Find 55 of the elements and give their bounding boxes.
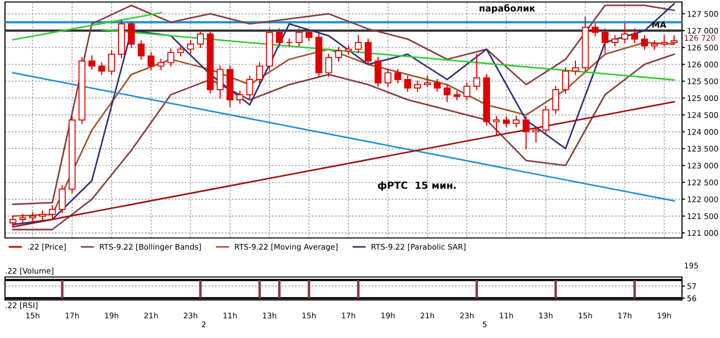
- candlestick: [177, 45, 184, 56]
- candlestick: [473, 54, 480, 90]
- candlestick: [660, 35, 668, 46]
- candlestick: [138, 40, 145, 60]
- annotation: параболик: [480, 4, 536, 14]
- candlestick: [48, 205, 56, 218]
- candlestick: [532, 126, 540, 142]
- candlestick: [148, 52, 155, 70]
- candlestick: [58, 185, 66, 214]
- candlestick: [463, 82, 470, 100]
- candlestick: [196, 30, 204, 48]
- candlestick: [611, 35, 618, 46]
- candlestick: [631, 28, 638, 44]
- annotation: фРТС 15 мин.: [378, 181, 456, 191]
- candlestick: [256, 62, 264, 84]
- candlestick: [512, 116, 520, 128]
- candlestick: [374, 57, 382, 87]
- candlestick: [236, 90, 244, 104]
- candlestick: [19, 214, 26, 224]
- candlestick: [276, 28, 283, 46]
- candlestick: [157, 58, 164, 70]
- candlestick: [493, 116, 500, 136]
- candlestick: [522, 116, 530, 150]
- candlestick: [552, 86, 560, 114]
- candlestick: [306, 30, 312, 42]
- candlestick: [384, 68, 392, 87]
- candlestick: [364, 38, 372, 65]
- candlestick: [444, 84, 451, 102]
- candlestick: [621, 23, 628, 44]
- candlestick: [128, 22, 135, 48]
- candlestick: [325, 54, 332, 77]
- candlestick: [246, 76, 254, 99]
- candlestick: [641, 35, 648, 50]
- candlestick: [335, 46, 342, 62]
- candlestick: [602, 28, 608, 54]
- candlestick: [394, 68, 402, 84]
- candlestick: [414, 80, 421, 92]
- candlestick: [592, 23, 599, 36]
- candlestick: [542, 106, 550, 134]
- candlestick: [404, 76, 412, 92]
- candlestick: [286, 38, 293, 46]
- candlestick: [187, 40, 194, 54]
- candlestick: [9, 216, 16, 227]
- candlestick: [572, 60, 579, 76]
- candlestick: [354, 35, 362, 54]
- candlestick: [502, 116, 510, 128]
- candlestick: [434, 78, 441, 92]
- candlestick: [296, 28, 303, 46]
- candlestick: [167, 48, 174, 67]
- candlestick: [562, 67, 569, 94]
- candlestick: [424, 76, 431, 87]
- candlestick: [108, 50, 116, 76]
- candlestick: [88, 55, 96, 70]
- candlestick: [98, 62, 106, 76]
- candlestick: [216, 66, 224, 99]
